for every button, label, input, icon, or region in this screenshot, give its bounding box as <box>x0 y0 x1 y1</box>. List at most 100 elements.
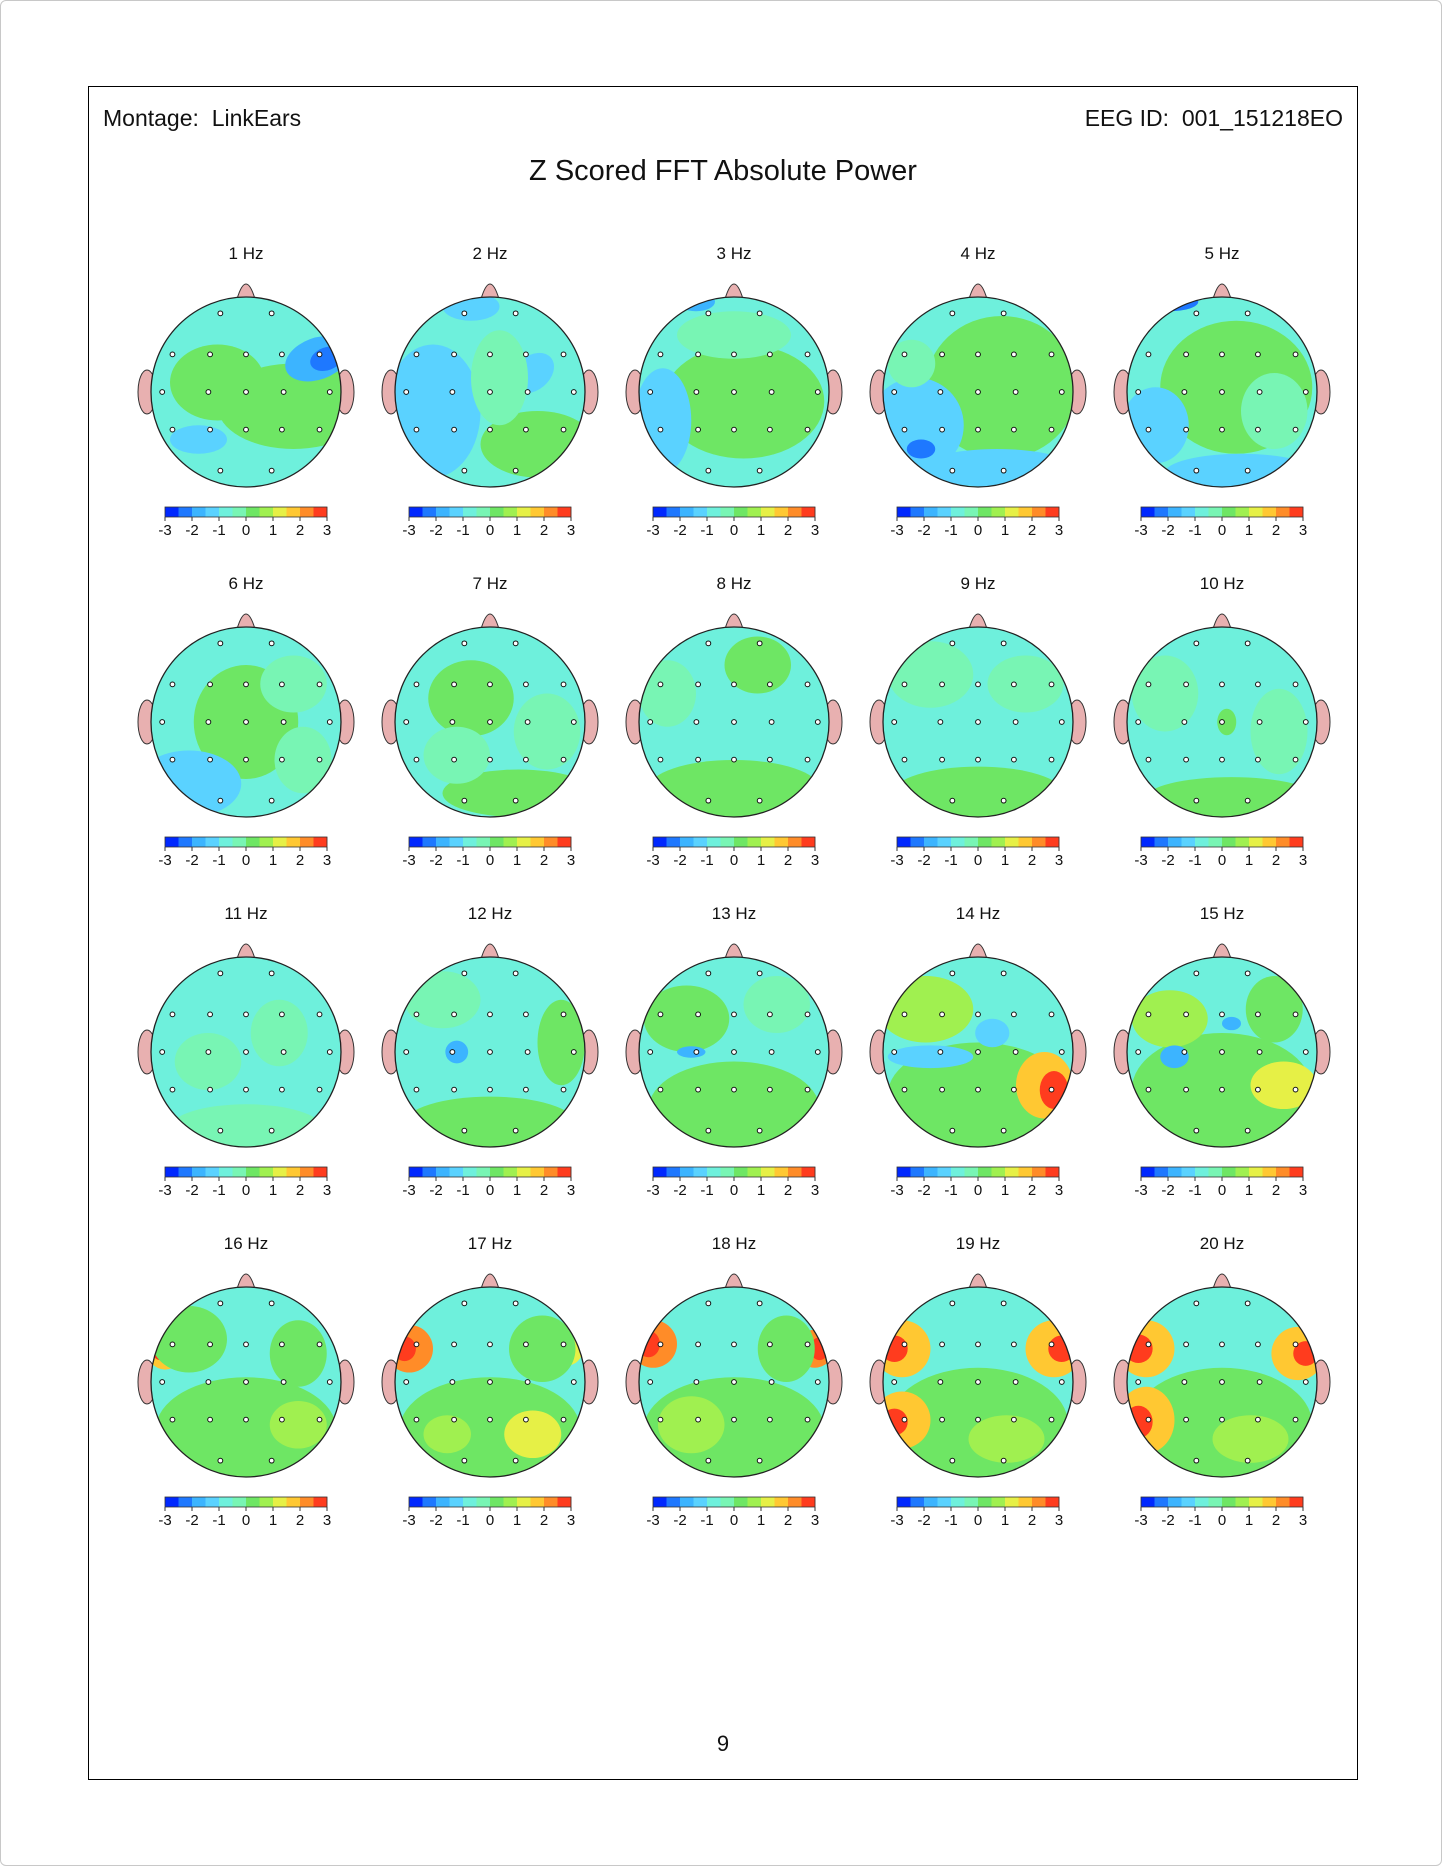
electrode-marker <box>804 426 811 433</box>
scale-segment <box>490 507 504 517</box>
scale-tick-label: 0 <box>730 522 738 539</box>
electrode-marker <box>523 1011 529 1018</box>
scale-segment <box>490 1167 504 1177</box>
electrode-marker <box>657 1341 664 1348</box>
electrode-marker <box>1255 1011 1261 1018</box>
scale-segment <box>544 1167 558 1177</box>
scale-tick-label: -3 <box>890 1512 903 1529</box>
electrode-marker <box>1183 1341 1189 1348</box>
scale-tick-label: 2 <box>784 852 792 869</box>
scale-segment <box>788 507 802 517</box>
scale-segment <box>924 507 938 517</box>
scale-segment <box>165 837 179 847</box>
electrode-marker <box>1244 1457 1251 1464</box>
electrode-marker <box>937 1379 944 1385</box>
scale-segment <box>517 507 531 517</box>
scale-tick-label: 2 <box>296 852 304 869</box>
scale-segment <box>951 837 965 847</box>
electrode-marker <box>814 1379 821 1385</box>
scale-segment <box>1154 837 1169 847</box>
scale-tick-label: -3 <box>402 1182 415 1199</box>
scale-tick-label: 2 <box>1272 1182 1280 1199</box>
scale-segment <box>1032 1497 1046 1507</box>
electrode-marker <box>316 1341 323 1348</box>
scale-tick-label: 0 <box>486 852 494 869</box>
electrode-marker <box>695 1341 701 1348</box>
electrode-marker <box>705 797 712 804</box>
scale-segment <box>978 1167 992 1177</box>
electrode-marker <box>937 389 944 395</box>
map-frequency-label: 3 Hz <box>717 244 752 263</box>
scale-segment <box>490 1497 504 1507</box>
scale-segment <box>259 1497 274 1507</box>
scale-segment <box>259 1167 274 1177</box>
electrode-marker <box>169 1341 176 1348</box>
scale-segment <box>205 507 220 517</box>
scale-tick-label: -1 <box>456 522 469 539</box>
eeg-id-value: 001_151218EO <box>1181 105 1343 131</box>
scale-segment <box>1235 1497 1250 1507</box>
color-scale-bar: -3 -2 -1 0 1 2 3 <box>890 1496 1063 1529</box>
scale-segment <box>476 1167 491 1177</box>
scale-tick-label: -3 <box>158 1512 171 1529</box>
eeg-id-label: EEG ID: <box>1084 105 1170 131</box>
electrode-marker <box>1012 389 1019 395</box>
scale-segment <box>246 837 260 847</box>
scale-segment <box>1168 1167 1182 1177</box>
scale-segment <box>991 1497 1006 1507</box>
scale-tick-label: -1 <box>1188 1182 1201 1199</box>
scale-segment <box>693 1167 708 1177</box>
electrode-marker <box>1255 681 1261 688</box>
electrode-marker <box>207 1416 213 1423</box>
scale-segment <box>286 1167 301 1177</box>
electrode-marker <box>243 1011 249 1018</box>
scale-tick-label: -3 <box>158 1182 171 1199</box>
electrode-marker <box>1000 1127 1007 1134</box>
map-frequency-label: 5 Hz <box>1205 244 1240 263</box>
scale-tick-label: -2 <box>673 1182 686 1199</box>
scale-segment <box>463 507 477 517</box>
electrode-marker <box>1000 970 1007 977</box>
scale-segment <box>761 837 775 847</box>
electrode-marker <box>1058 719 1065 725</box>
scale-segment <box>286 837 301 847</box>
scale-segment <box>774 1497 789 1507</box>
electrode-marker <box>461 1300 468 1307</box>
electrode-marker <box>767 1011 773 1018</box>
scale-segment <box>1141 837 1155 847</box>
electrode-marker <box>1012 1049 1019 1055</box>
electrode-marker <box>695 351 701 358</box>
electrode-marker <box>705 640 712 647</box>
scale-segment <box>666 507 681 517</box>
electrode-marker <box>449 1379 456 1385</box>
electrode-marker <box>169 681 176 688</box>
scale-segment <box>761 1497 775 1507</box>
scale-segment <box>653 837 667 847</box>
scale-tick-label: -1 <box>700 1182 713 1199</box>
electrode-marker <box>949 310 956 317</box>
electrode-marker <box>1012 1379 1019 1385</box>
electrode-marker <box>657 351 664 358</box>
scale-segment <box>1018 1497 1033 1507</box>
scale-segment <box>286 507 301 517</box>
electrode-marker <box>1302 1049 1309 1055</box>
scale-segment <box>1222 1167 1236 1177</box>
electrode-marker <box>268 1300 275 1307</box>
scale-segment <box>801 507 816 517</box>
electrode-marker <box>1048 1341 1055 1348</box>
scale-segment <box>1032 507 1046 517</box>
scale-segment <box>178 837 193 847</box>
scale-tick-label: 0 <box>1218 852 1226 869</box>
electrode-marker <box>768 719 775 725</box>
scale-tick-label: -1 <box>944 1182 957 1199</box>
electrode-marker <box>804 1416 811 1423</box>
scale-segment <box>476 1497 491 1507</box>
electrode-marker <box>403 1379 410 1385</box>
color-scale-bar: -3 -2 -1 0 1 2 3 <box>1134 506 1307 539</box>
electrode-marker <box>814 1049 821 1055</box>
electrode-marker <box>767 1341 773 1348</box>
electrode-marker <box>1145 681 1152 688</box>
electrode-marker <box>949 1127 956 1134</box>
electrode-marker <box>268 1127 275 1134</box>
scale-segment <box>951 1497 965 1507</box>
